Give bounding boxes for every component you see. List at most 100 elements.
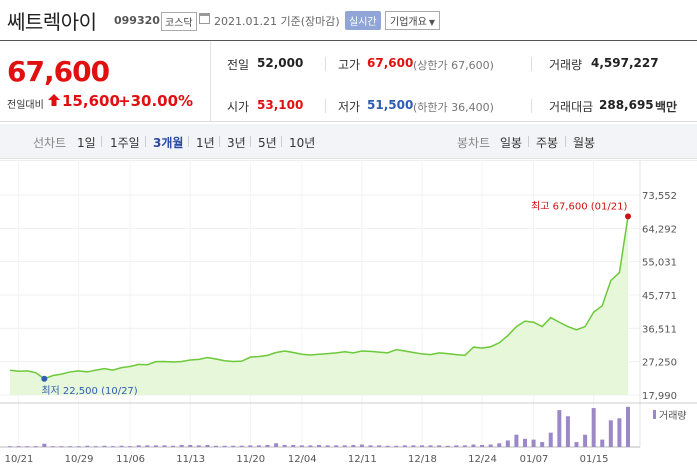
- price-line: [9, 216, 629, 380]
- amount-value: 288,695: [599, 98, 654, 112]
- upper-limit: (상한가 67,600): [413, 59, 494, 72]
- volume-bar: [222, 445, 227, 447]
- volume-bar: [76, 446, 81, 448]
- volume-bar: [308, 445, 313, 447]
- prev-close-label: 전일: [227, 58, 250, 72]
- volume-bar: [505, 440, 510, 447]
- divider: [145, 136, 146, 147]
- volume-bar: [385, 445, 390, 447]
- volume-bar: [85, 445, 90, 447]
- volume-bar: [282, 444, 287, 447]
- volume-bar: [548, 432, 553, 447]
- divider: [531, 57, 532, 71]
- volume-bar: [205, 444, 210, 447]
- tab-10y[interactable]: 10년: [289, 136, 316, 150]
- divider: [219, 136, 220, 147]
- y-tick-label: 36,511: [642, 324, 677, 335]
- price-summary: 67,600 전일대비 15,600 +30.00%: [0, 41, 211, 122]
- volume-bar: [68, 446, 73, 448]
- volume-bar: [514, 434, 519, 447]
- change-value: 15,600: [62, 92, 120, 110]
- tab-1y[interactable]: 1년: [196, 136, 215, 150]
- market-badge: 코스닥: [161, 12, 197, 31]
- volume-bar: [574, 442, 579, 447]
- volume-bar: [471, 444, 476, 447]
- volume-bar: [394, 445, 399, 447]
- volume-value: 4,597,227: [591, 56, 659, 70]
- volume-bar: [248, 445, 253, 447]
- volume-bar: [497, 443, 502, 447]
- y-tick-label: 27,250: [642, 358, 677, 369]
- stock-header: 쎄트렉아이 099320 코스닥 2021.01.21 기준(장마감) 실시간 …: [0, 0, 697, 40]
- y-tick-label: 73,552: [642, 191, 677, 202]
- volume-bar: [540, 442, 545, 447]
- divider: [528, 136, 529, 147]
- volume-bar: [239, 445, 244, 447]
- up-arrow-icon: [48, 94, 60, 106]
- x-tick-label: 11/06: [116, 454, 145, 465]
- volume-bar: [8, 446, 12, 448]
- volume-bar: [179, 444, 184, 447]
- volume-bar: [196, 445, 201, 447]
- tab-weekly-candle[interactable]: 주봉: [536, 136, 559, 150]
- y-tick-label: 64,292: [642, 224, 677, 235]
- volume-bar: [368, 445, 373, 447]
- volume-bar: [111, 446, 115, 448]
- volume-bar: [274, 443, 279, 447]
- volume-bar: [214, 445, 218, 447]
- realtime-button[interactable]: 실시간: [345, 11, 381, 30]
- volume-bar: [256, 445, 261, 447]
- volume-bar: [102, 445, 107, 447]
- x-tick-label: 11/20: [236, 454, 265, 465]
- x-tick-label: 12/18: [408, 454, 437, 465]
- volume-bar: [325, 445, 330, 447]
- price-chart[interactable]: 73,552 64,292 55,031 45,771 36,511 27,250 17,9…: [0, 160, 697, 467]
- tab-1d[interactable]: 1일: [77, 136, 96, 150]
- amount-label: 거래대금: [549, 100, 594, 114]
- volume-legend-swatch: [653, 410, 656, 419]
- volume-bar: [565, 416, 570, 447]
- y-tick-label: 17,990: [642, 391, 677, 402]
- volume-bar: [291, 444, 296, 447]
- candle-chart-label: 봉차트: [457, 136, 491, 150]
- low-annotation: 최저 22,500 (10/27): [41, 385, 137, 397]
- reference-date: 2021.01.21 기준(장마감): [214, 15, 340, 28]
- y-tick-label: 45,771: [642, 291, 677, 302]
- price-info-panel: 67,600 전일대비 15,600 +30.00% 전일 52,000 고가 …: [0, 40, 697, 122]
- tab-monthly-candle[interactable]: 월봉: [573, 136, 596, 150]
- volume-bar: [454, 445, 459, 447]
- tab-3m[interactable]: 3개월: [153, 136, 184, 150]
- volume-bar: [188, 444, 193, 447]
- volume-bar: [265, 444, 270, 447]
- tab-1w[interactable]: 1주일: [110, 136, 140, 150]
- price-chart-svg: 73,552 64,292 55,031 45,771 36,511 27,250 17,9…: [0, 160, 697, 465]
- divider: [531, 99, 532, 113]
- amount-unit: 백만: [655, 100, 678, 114]
- x-tick-label: 12/04: [288, 454, 317, 465]
- prev-close-value: 52,000: [257, 56, 304, 70]
- volume-bar: [119, 445, 124, 447]
- volume-bar: [445, 445, 450, 447]
- volume-bar: [162, 445, 167, 447]
- volume-bar: [488, 444, 493, 447]
- stock-code: 099320: [114, 14, 160, 27]
- divider: [250, 136, 251, 147]
- divider: [101, 136, 102, 147]
- low-value: 51,500: [367, 98, 414, 112]
- volume-bar: [626, 406, 630, 447]
- company-overview-dropdown[interactable]: 기업개요 ▼: [385, 11, 440, 30]
- high-point-marker: [625, 213, 631, 220]
- tab-5y[interactable]: 5년: [258, 136, 277, 150]
- x-tick-label: 12/24: [468, 454, 497, 465]
- x-tick-label: 01/15: [580, 454, 609, 465]
- tab-daily-candle[interactable]: 일봉: [500, 136, 523, 150]
- high-annotation: 최고 67,600 (01/21): [531, 200, 627, 212]
- tab-3y[interactable]: 3년: [227, 136, 246, 150]
- chevron-down-icon: ▼: [428, 18, 435, 27]
- volume-bar: [231, 445, 236, 447]
- volume-bar: [317, 444, 321, 447]
- change-label: 전일대비: [7, 100, 44, 111]
- volume-bar: [299, 445, 304, 447]
- x-tick-label: 10/29: [65, 454, 94, 465]
- x-tick-label: 12/11: [348, 454, 377, 465]
